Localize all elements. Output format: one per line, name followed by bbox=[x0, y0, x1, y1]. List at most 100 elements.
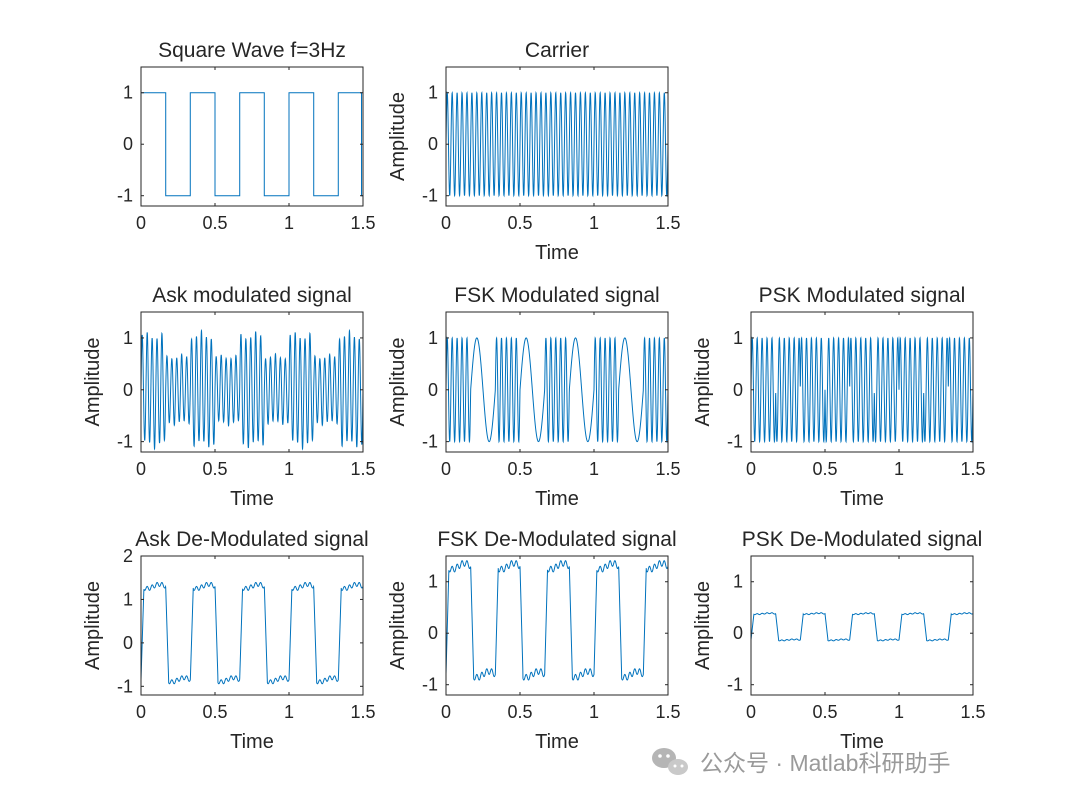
signal-line bbox=[141, 581, 363, 685]
y-tick-label: -1 bbox=[117, 186, 133, 206]
x-axis-label: Time bbox=[535, 488, 579, 510]
x-tick-label: 1.5 bbox=[655, 213, 680, 233]
axes-box bbox=[140, 66, 364, 207]
y-axis-label: Amplitude bbox=[692, 581, 714, 670]
y-axis-label: Amplitude bbox=[692, 338, 714, 427]
axes-box bbox=[445, 311, 669, 453]
x-tick-label: 0.5 bbox=[507, 459, 532, 479]
x-tick-label: 0.5 bbox=[507, 213, 532, 233]
x-tick-label: 1 bbox=[589, 459, 599, 479]
y-tick-label: -1 bbox=[727, 675, 743, 695]
y-tick-label: -1 bbox=[117, 676, 133, 696]
x-axis-label: Time bbox=[230, 488, 274, 510]
x-tick-label: 1.5 bbox=[960, 702, 985, 722]
y-tick-label: 0 bbox=[123, 380, 133, 400]
subplot-title: PSK Modulated signal bbox=[759, 284, 966, 307]
x-tick-label: 0 bbox=[136, 213, 146, 233]
y-tick-label: 1 bbox=[428, 328, 438, 348]
y-tick-label: 1 bbox=[733, 328, 743, 348]
y-tick-label: 1 bbox=[428, 572, 438, 592]
y-tick-label: 1 bbox=[733, 572, 743, 592]
x-tick-label: 0.5 bbox=[202, 213, 227, 233]
subplot-title: FSK Modulated signal bbox=[454, 284, 659, 307]
y-tick-label: 1 bbox=[428, 83, 438, 103]
x-tick-label: 0 bbox=[441, 213, 451, 233]
y-axis-label: Amplitude bbox=[82, 338, 104, 427]
x-tick-label: 1 bbox=[589, 702, 599, 722]
x-tick-label: 1 bbox=[894, 702, 904, 722]
x-tick-label: 0 bbox=[746, 702, 756, 722]
y-tick-label: -1 bbox=[422, 432, 438, 452]
signal-line bbox=[141, 92, 363, 197]
y-tick-label: -1 bbox=[117, 432, 133, 452]
y-tick-label: -1 bbox=[422, 186, 438, 206]
x-tick-label: 1.5 bbox=[350, 702, 375, 722]
axes-box bbox=[750, 311, 974, 453]
watermark: 公众号 · Matlab科研助手 bbox=[652, 748, 950, 776]
y-tick-label: 0 bbox=[428, 623, 438, 643]
subplot-title: Carrier bbox=[525, 39, 589, 62]
watermark-text: 公众号 · Matlab科研助手 bbox=[700, 750, 950, 776]
x-axis-label: Time bbox=[535, 242, 579, 264]
x-tick-label: 0 bbox=[136, 702, 146, 722]
x-tick-label: 1 bbox=[284, 459, 294, 479]
subplot-title: PSK De-Modulated signal bbox=[742, 528, 982, 551]
y-tick-label: -1 bbox=[422, 675, 438, 695]
axes-box bbox=[445, 66, 669, 207]
signal-line bbox=[446, 91, 668, 198]
y-tick-label: 0 bbox=[733, 623, 743, 643]
y-tick-label: 0 bbox=[428, 380, 438, 400]
x-tick-label: 0 bbox=[441, 702, 451, 722]
y-axis-label: Amplitude bbox=[387, 581, 409, 670]
x-tick-label: 0 bbox=[441, 459, 451, 479]
y-tick-label: 1 bbox=[123, 589, 133, 609]
x-tick-label: 1.5 bbox=[350, 459, 375, 479]
x-axis-label: Time bbox=[535, 731, 579, 753]
x-tick-label: 1 bbox=[894, 459, 904, 479]
x-tick-label: 1 bbox=[284, 213, 294, 233]
signal-line bbox=[751, 336, 973, 444]
x-tick-label: 0 bbox=[746, 459, 756, 479]
x-axis-label: Time bbox=[840, 488, 884, 510]
x-axis-label: Time bbox=[230, 731, 274, 753]
x-tick-label: 0.5 bbox=[202, 459, 227, 479]
x-axis-label: Time bbox=[840, 731, 884, 753]
signal-line bbox=[446, 560, 668, 681]
subplot-title: FSK De-Modulated signal bbox=[437, 528, 676, 551]
x-tick-label: 1.5 bbox=[350, 213, 375, 233]
x-tick-label: 0 bbox=[136, 459, 146, 479]
x-tick-label: 1.5 bbox=[655, 459, 680, 479]
y-tick-label: 0 bbox=[428, 134, 438, 154]
wechat-icon bbox=[652, 748, 688, 775]
signal-line bbox=[446, 336, 668, 444]
axes-box bbox=[750, 555, 974, 696]
x-tick-label: 1 bbox=[284, 702, 294, 722]
x-tick-label: 0.5 bbox=[812, 702, 837, 722]
x-tick-label: 1.5 bbox=[655, 702, 680, 722]
signal-line bbox=[141, 328, 363, 451]
y-tick-label: 0 bbox=[733, 380, 743, 400]
x-tick-label: 0.5 bbox=[507, 702, 532, 722]
x-tick-label: 1 bbox=[589, 213, 599, 233]
signal-line bbox=[751, 612, 973, 642]
subplot-title: Ask modulated signal bbox=[152, 284, 352, 307]
x-tick-label: 0.5 bbox=[812, 459, 837, 479]
axes-box bbox=[140, 555, 364, 696]
y-axis-label: Amplitude bbox=[387, 92, 409, 181]
axes-box bbox=[140, 311, 364, 453]
y-tick-label: -1 bbox=[727, 432, 743, 452]
subplot-title: Ask De-Modulated signal bbox=[135, 528, 368, 551]
y-tick-label: 0 bbox=[123, 134, 133, 154]
y-tick-label: 2 bbox=[123, 546, 133, 566]
y-tick-label: 1 bbox=[123, 328, 133, 348]
